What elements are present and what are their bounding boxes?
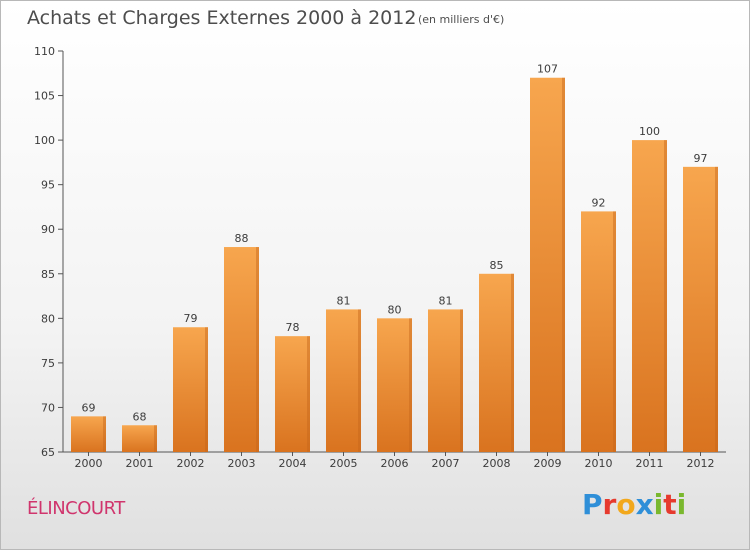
x-tick-label: 2006	[381, 457, 409, 470]
bar-value-label: 85	[490, 259, 504, 272]
logo-letter: t	[663, 488, 677, 521]
y-tick-label: 65	[41, 446, 55, 459]
x-tick-label: 2000	[75, 457, 103, 470]
y-tick-label: 110	[34, 45, 55, 58]
proxiti-logo[interactable]: Proxiti	[582, 488, 686, 521]
logo-letter: i	[676, 488, 687, 521]
x-tick-label: 2009	[534, 457, 562, 470]
bar-shade	[409, 318, 412, 452]
y-tick-label: 80	[41, 312, 55, 325]
x-tick-label: 2001	[126, 457, 154, 470]
x-tick-label: 2004	[279, 457, 307, 470]
bar-value-label: 100	[639, 125, 660, 138]
logo-letter: r	[602, 488, 617, 521]
bar-shade	[613, 211, 616, 452]
x-tick-label: 2010	[585, 457, 613, 470]
bar-shade	[715, 166, 718, 452]
bar-shade	[358, 309, 361, 452]
bar-value-label: 68	[133, 410, 147, 423]
bar	[326, 309, 361, 452]
bar-value-label: 80	[388, 303, 402, 316]
bar	[530, 77, 565, 452]
bar	[173, 327, 208, 452]
chart-unit: (en milliers d'€)	[418, 13, 505, 26]
y-tick-label: 70	[41, 401, 55, 414]
bar-shade	[256, 247, 259, 452]
x-tick-label: 2012	[687, 457, 715, 470]
bar-value-label: 81	[439, 294, 453, 307]
bar	[632, 140, 667, 452]
x-tick-label: 2008	[483, 457, 511, 470]
bar-value-label: 69	[82, 401, 96, 414]
bar	[581, 211, 616, 452]
x-tick-label: 2002	[177, 457, 205, 470]
bar-value-label: 97	[694, 152, 708, 165]
bar-value-label: 78	[286, 321, 300, 334]
bar	[683, 166, 718, 452]
bar-shade	[103, 416, 106, 452]
x-tick-label: 2007	[432, 457, 460, 470]
bar-shade	[664, 140, 667, 452]
bar-shade	[562, 77, 565, 452]
bar-shade	[460, 309, 463, 452]
bar-value-label: 92	[592, 196, 606, 209]
x-tick-label: 2005	[330, 457, 358, 470]
bar-value-label: 107	[537, 63, 558, 76]
bar	[377, 318, 412, 452]
y-tick-label: 95	[41, 179, 55, 192]
y-tick-label: 85	[41, 268, 55, 281]
bar-value-label: 79	[184, 312, 198, 325]
y-tick-label: 100	[34, 134, 55, 147]
chart-title: Achats et Charges Externes 2000 à 2012	[27, 7, 417, 29]
x-tick-label: 2003	[228, 457, 256, 470]
y-tick-label: 105	[34, 90, 55, 103]
bar-value-label: 81	[337, 294, 351, 307]
bar-shade	[154, 425, 157, 452]
bar	[428, 309, 463, 452]
bar	[224, 247, 259, 452]
y-tick-label: 75	[41, 357, 55, 370]
logo-letter: x	[635, 488, 654, 521]
x-tick-label: 2011	[636, 457, 664, 470]
y-tick-label: 90	[41, 223, 55, 236]
bar-value-label: 88	[235, 232, 249, 245]
bar-shade	[307, 336, 310, 452]
commune-name: ÉLINCOURT	[27, 498, 125, 519]
bar	[479, 273, 514, 452]
bar-shade	[511, 273, 514, 452]
bar	[122, 425, 157, 452]
logo-letter: i	[653, 488, 664, 521]
bar	[275, 336, 310, 452]
bar-shade	[205, 327, 208, 452]
logo-letter: o	[616, 488, 636, 521]
bar	[71, 416, 106, 452]
logo-letter: P	[582, 488, 603, 521]
